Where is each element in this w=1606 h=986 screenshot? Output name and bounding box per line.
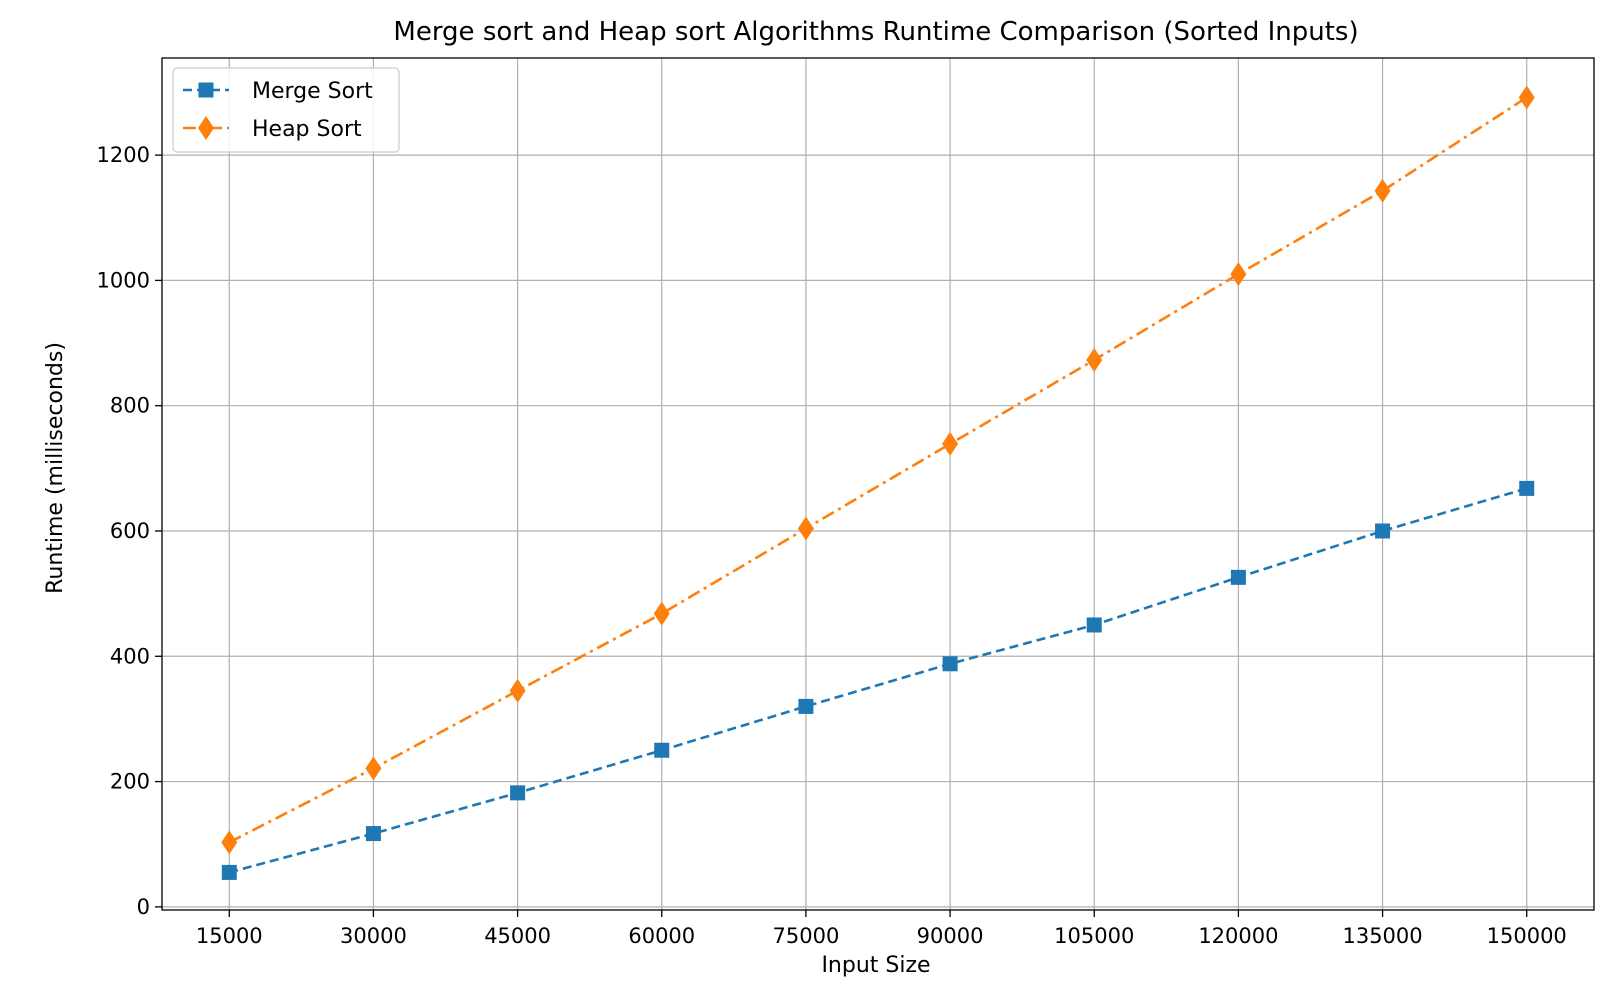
x-tick-label: 45000: [484, 924, 551, 948]
y-tick-label: 1000: [97, 268, 150, 292]
legend-entry: Merge Sort: [183, 79, 373, 104]
x-tick-label: 150000: [1487, 924, 1567, 948]
data-point: [942, 431, 959, 456]
series-heap-sort: [221, 85, 1535, 855]
y-tick-label: 600: [110, 519, 150, 543]
data-point: [1230, 569, 1246, 585]
data-point: [1375, 523, 1391, 539]
data-point: [221, 830, 238, 855]
plot-frame: [161, 57, 1595, 911]
legend-marker: [198, 116, 214, 140]
y-tick-label: 800: [110, 394, 150, 418]
data-point: [1518, 85, 1535, 110]
chart-title: Merge sort and Heap sort Algorithms Runt…: [393, 17, 1358, 47]
legend-entry: Heap Sort: [183, 116, 362, 142]
data-point: [942, 656, 958, 672]
data-point: [797, 516, 814, 541]
axis-tick-labels: 15000 30000 45000 60000 75000 90000 105000 1200…: [97, 143, 1567, 948]
y-tick-label: 1200: [97, 143, 150, 167]
x-tick-label: 75000: [773, 924, 840, 948]
data-point: [1519, 480, 1535, 496]
x-axis-label: Input Size: [821, 953, 930, 978]
legend-label: Heap Sort: [252, 117, 362, 142]
series-merge-sort: [221, 480, 1535, 880]
x-tick-label: 135000: [1342, 924, 1422, 948]
data-point: [1374, 178, 1391, 203]
data-point: [221, 864, 237, 880]
x-tick-label: 105000: [1054, 924, 1134, 948]
series-line: [228, 96, 1528, 844]
legend: Merge Sort Heap Sort: [172, 67, 400, 153]
x-tick-label: 90000: [917, 924, 984, 948]
data-point: [654, 742, 670, 758]
y-tick-label: 200: [110, 770, 150, 794]
axis-ticks: [155, 154, 1528, 917]
data-point: [509, 678, 526, 703]
data-point: [510, 785, 526, 801]
series-layer: [221, 85, 1535, 880]
x-tick-label: 30000: [340, 924, 407, 948]
y-axis-label: Runtime (milliseconds): [43, 342, 68, 594]
data-point: [365, 826, 381, 842]
x-tick-label: 15000: [196, 924, 263, 948]
legend-frame: [172, 67, 400, 153]
series-line: [228, 487, 1528, 874]
data-point: [653, 601, 670, 626]
legend-label: Merge Sort: [252, 79, 373, 104]
data-point: [798, 698, 814, 714]
y-tick-label: 0: [137, 895, 150, 919]
data-point: [365, 756, 382, 781]
data-point: [1230, 262, 1247, 287]
data-point: [1086, 617, 1102, 633]
data-point: [1086, 347, 1103, 372]
x-tick-label: 60000: [628, 924, 695, 948]
y-tick-label: 400: [110, 644, 150, 668]
legend-marker: [198, 82, 214, 98]
x-tick-label: 120000: [1198, 924, 1278, 948]
